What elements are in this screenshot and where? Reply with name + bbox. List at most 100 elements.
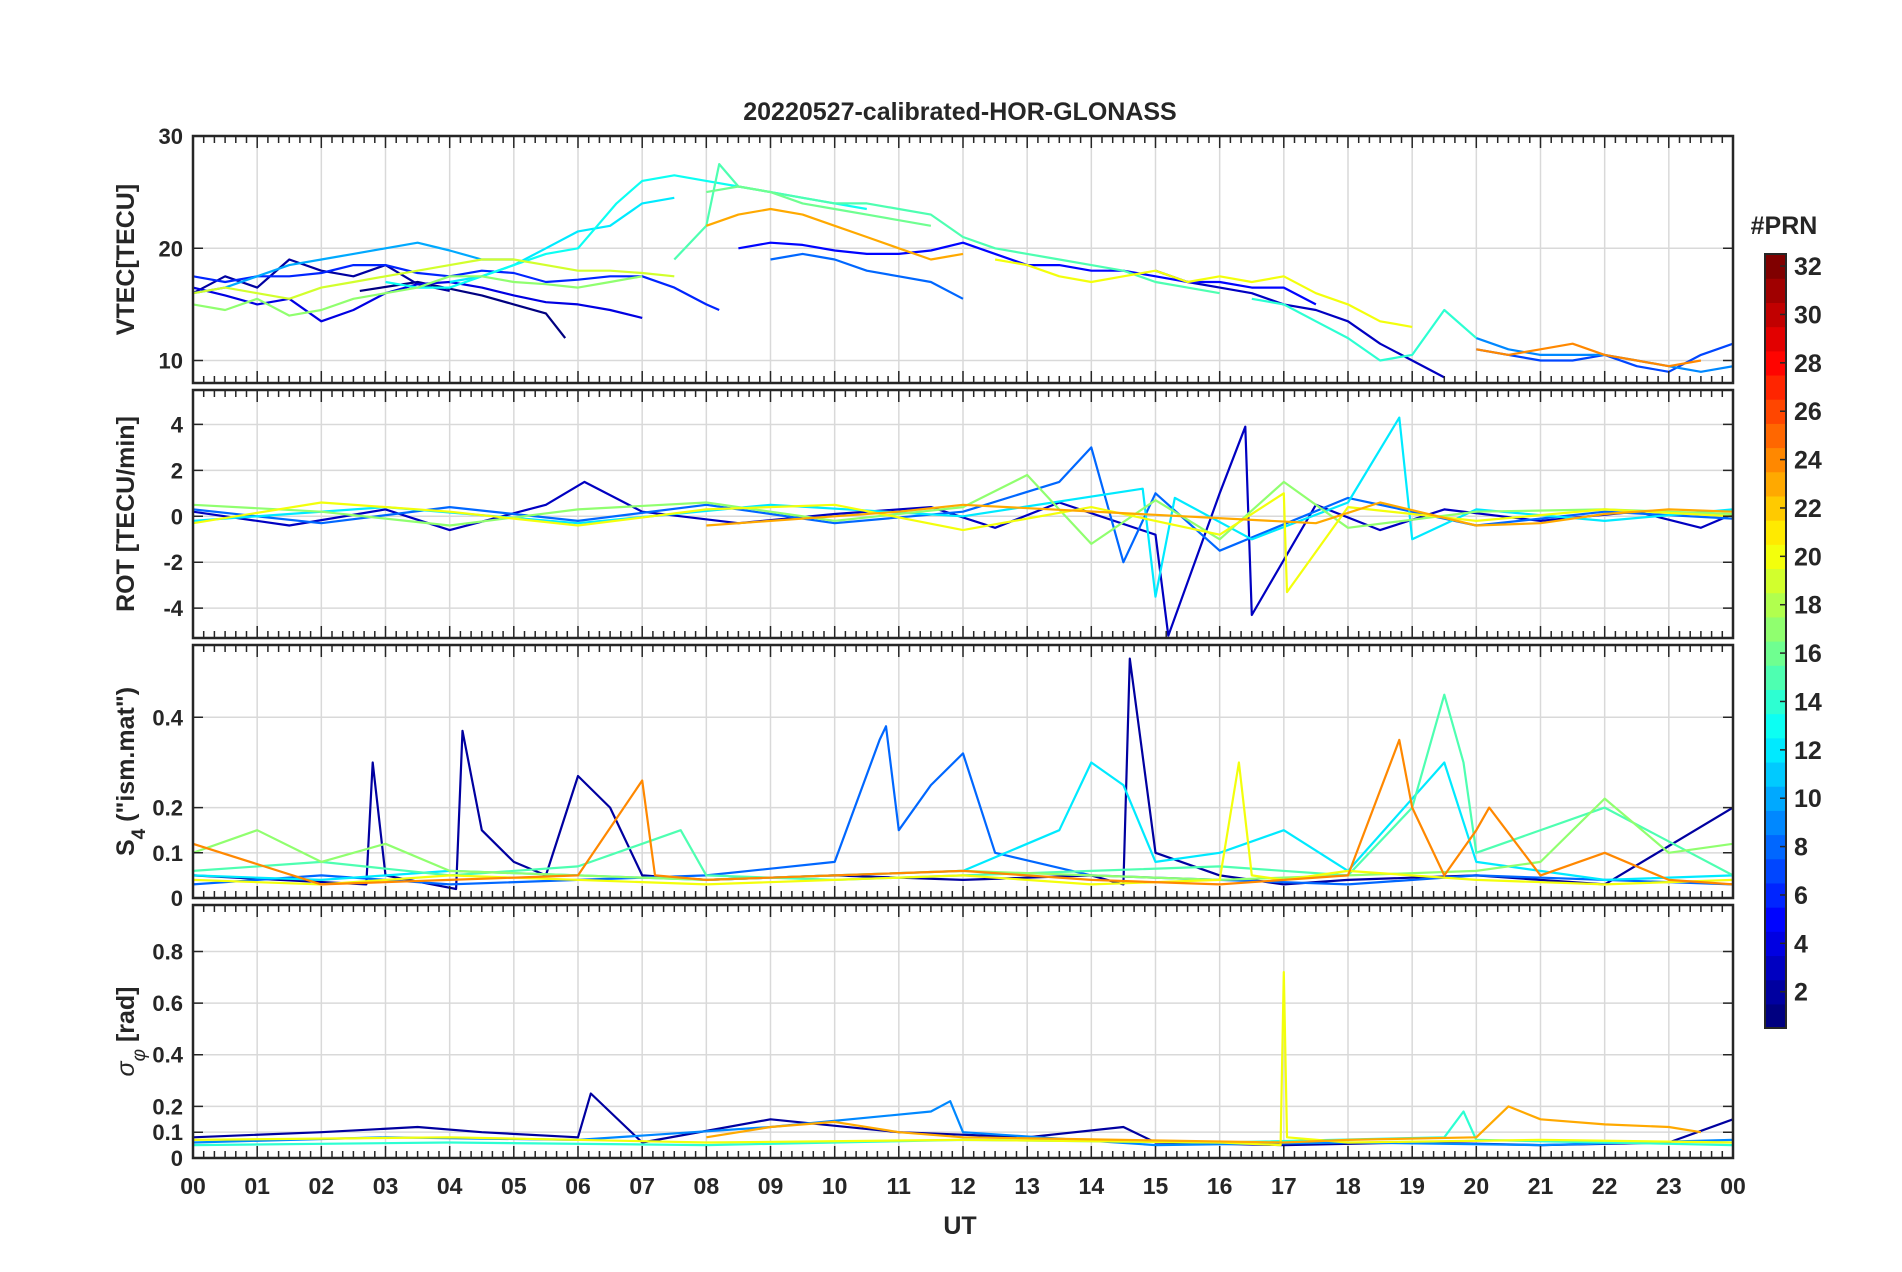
colorbar-swatch xyxy=(1765,882,1786,908)
colorbar-tick-label: 8 xyxy=(1794,834,1808,862)
y-tick-label: 0.1 xyxy=(152,841,183,866)
x-tick-label: 00 xyxy=(1720,1173,1746,1199)
x-axis-tick-labels: 00 01 02 03 04 05 06 07 08 09 10 11 12 13 14 15 16 17 18 19… xyxy=(180,1173,1746,1199)
series-line-prn-10 xyxy=(193,241,514,295)
colorbar-tick-label: 16 xyxy=(1794,640,1822,668)
colorbar-swatch xyxy=(1765,592,1786,618)
colorbar-swatch xyxy=(1765,254,1786,279)
colorbar-swatch xyxy=(1765,641,1786,666)
x-tick-label: 03 xyxy=(373,1173,399,1199)
colorbar-swatch xyxy=(1765,568,1786,594)
colorbar-tick-label: 28 xyxy=(1794,350,1822,378)
x-tick-label: 05 xyxy=(501,1173,527,1199)
y-tick-label: 30 xyxy=(159,124,183,149)
x-tick-label: 09 xyxy=(758,1173,784,1199)
axes-frame xyxy=(191,134,1735,385)
y-tick-label: -2 xyxy=(163,550,183,575)
series-line-prn-20 xyxy=(193,970,1733,1147)
colorbar-swatch xyxy=(1765,761,1786,787)
x-tick-label: 21 xyxy=(1528,1173,1554,1199)
colorbar-frame xyxy=(1764,253,1787,1029)
colorbar-swatch xyxy=(1765,423,1786,449)
x-axis-label: UT xyxy=(943,1212,976,1240)
colorbar-swatch xyxy=(1765,350,1786,376)
x-tick-label: 18 xyxy=(1335,1173,1361,1199)
series-line-prn-3 xyxy=(193,425,1733,637)
x-tick-label: 02 xyxy=(309,1173,335,1199)
colorbar-swatch xyxy=(1765,1003,1786,1029)
x-tick-label: 20 xyxy=(1464,1173,1490,1199)
x-tick-label: 06 xyxy=(565,1173,591,1199)
x-tick-label: 12 xyxy=(950,1173,976,1199)
y-tick-label: 20 xyxy=(159,236,183,261)
y-tick-label: 0 xyxy=(171,504,183,529)
colorbar-swatch xyxy=(1765,689,1786,715)
series-line-prn-3 xyxy=(1155,269,1445,379)
colorbar-swatch xyxy=(1765,907,1786,932)
y-tick-label: 0 xyxy=(171,886,183,911)
y-tick-label: 0.1 xyxy=(152,1120,183,1145)
x-tick-label: 16 xyxy=(1207,1173,1233,1199)
colorbar-tick-label: 32 xyxy=(1794,253,1822,281)
y-tick-label: -4 xyxy=(163,596,183,621)
series-line-prn-16 xyxy=(706,185,932,227)
series-line-prn-8 xyxy=(193,446,1733,564)
x-tick-label: 08 xyxy=(694,1173,720,1199)
axes-frame xyxy=(191,903,1735,1160)
series-line-prn-24 xyxy=(193,738,1733,886)
colorbar-swatch xyxy=(1765,979,1786,1005)
colorbar-swatch xyxy=(1765,447,1786,473)
y-axis-label: σφ [rad] xyxy=(112,987,150,1077)
y-tick-label: 0.4 xyxy=(152,705,183,730)
series-line-prn-23 xyxy=(706,1105,1702,1144)
y-tick-label: 4 xyxy=(171,412,184,437)
series-line-prn-17 xyxy=(193,275,643,317)
y-tick-label: 0.4 xyxy=(152,1043,183,1068)
series-line-prn-8 xyxy=(770,252,964,300)
colorbar-swatch xyxy=(1765,278,1786,303)
colorbar-swatch xyxy=(1765,520,1786,545)
series-line-prn-23 xyxy=(706,501,1733,527)
colorbar-title: #PRN xyxy=(1751,212,1818,240)
y-axis-label: S4 ("ism.mat") xyxy=(112,687,150,856)
series-line-prn-6 xyxy=(193,264,720,312)
series-line-prn-8 xyxy=(193,725,1733,886)
colorbar-tick-label: 14 xyxy=(1794,688,1822,716)
colorbar-tick-label: 12 xyxy=(1794,737,1822,765)
colorbar-swatch xyxy=(1765,399,1786,424)
figure-title: 20220527-calibrated-HOR-GLONASS xyxy=(743,98,1176,126)
y-tick-label: 2 xyxy=(171,458,183,483)
series-line-prn-20 xyxy=(994,258,1413,328)
x-tick-label: 11 xyxy=(887,1173,912,1199)
series-line-prn-1 xyxy=(359,280,567,339)
colorbar-swatch xyxy=(1765,834,1786,860)
colorbar-swatch xyxy=(1765,374,1786,400)
y-axis-label: ROT [TECU/min] xyxy=(112,416,140,612)
x-tick-label: 00 xyxy=(180,1173,206,1199)
x-tick-label: 22 xyxy=(1592,1173,1618,1199)
y-tick-label: 0.8 xyxy=(152,939,183,964)
x-tick-label: 01 xyxy=(244,1173,270,1199)
y-tick-label: 0.2 xyxy=(152,1094,183,1119)
colorbar-swatch xyxy=(1765,713,1786,739)
colorbar-tick-label: 10 xyxy=(1794,785,1822,813)
colorbar-tick-label: 20 xyxy=(1794,543,1822,571)
series-line-prn-24 xyxy=(1476,342,1702,368)
colorbar-tick-label: 26 xyxy=(1794,398,1822,426)
y-tick-label: 0.6 xyxy=(152,991,183,1016)
series-line-prn-23 xyxy=(705,207,964,261)
x-tick-label: 14 xyxy=(1079,1173,1105,1199)
series-line-prn-12 xyxy=(449,196,675,284)
x-tick-label: 07 xyxy=(629,1173,655,1199)
colorbar-tick-label: 4 xyxy=(1794,930,1808,958)
series-line-prn-15 xyxy=(193,693,1733,882)
colorbar-swatch xyxy=(1765,955,1786,981)
colorbar-swatch xyxy=(1765,471,1786,497)
x-tick-label: 17 xyxy=(1271,1173,1297,1199)
series-line-prn-19 xyxy=(193,258,675,300)
colorbar-swatch xyxy=(1765,786,1786,811)
y-tick-label: 0 xyxy=(171,1146,183,1171)
colorbar-swatch xyxy=(1765,302,1786,328)
